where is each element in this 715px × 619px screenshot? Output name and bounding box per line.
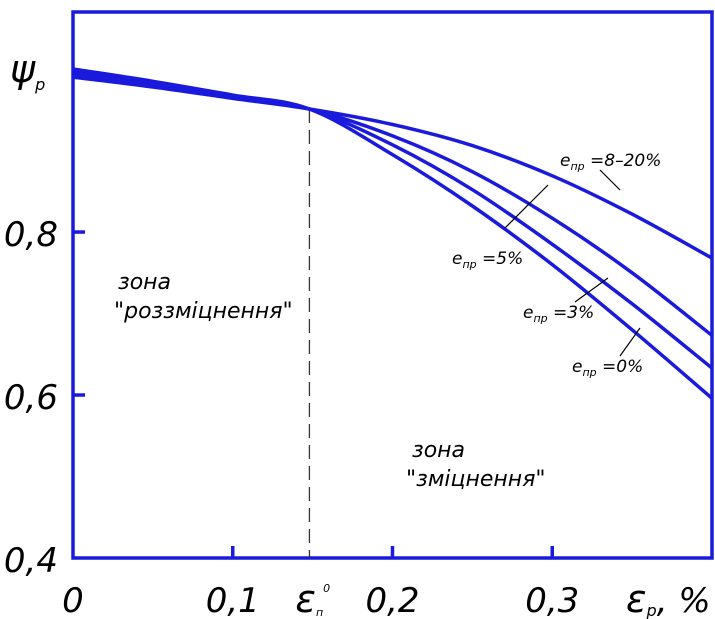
series-leader-3: [619, 327, 641, 357]
series-line-0: [72, 75, 713, 260]
series-line-3: [72, 67, 714, 400]
series-label-0: eпр =8–20%: [560, 151, 661, 173]
y-tick-label: 0,8: [4, 215, 58, 255]
zone-softening-line2: "роззміцнення": [114, 299, 293, 324]
series-label-1: eпр =5%: [452, 249, 523, 271]
zone-hardening-line1: зона: [412, 438, 465, 463]
series-leader-1: [504, 184, 549, 229]
x-tick-label: 0,3: [525, 581, 579, 619]
label-leaders: [504, 169, 641, 357]
y-tick-label: 0,6: [4, 378, 58, 418]
zone-hardening-line2: "зміцнення": [406, 467, 546, 492]
x-tick-label: 0,1: [206, 581, 260, 619]
series-label-2: eпр =3%: [523, 303, 594, 325]
x-tick-label: 0,2: [365, 581, 419, 619]
x-axis-label: εp, %: [626, 577, 711, 619]
series-leader-2: [574, 277, 609, 303]
labels-group: 0 0,1 0,2 0,3 0,4 0,6 0,8 ψp εp, % εп0 зона "роззмі…: [4, 47, 711, 619]
y-axis-label: ψp: [10, 47, 45, 94]
threshold-label: εп0: [295, 577, 330, 619]
series-group: [72, 67, 714, 400]
zone-softening-line1: зона: [118, 270, 171, 295]
axis-ticks: [73, 230, 554, 558]
x-tick-label: 0: [62, 581, 84, 619]
series-leader-0: [599, 169, 621, 191]
y-tick-label: 0,4: [4, 541, 58, 581]
series-label-3: eпр =0%: [572, 357, 643, 379]
